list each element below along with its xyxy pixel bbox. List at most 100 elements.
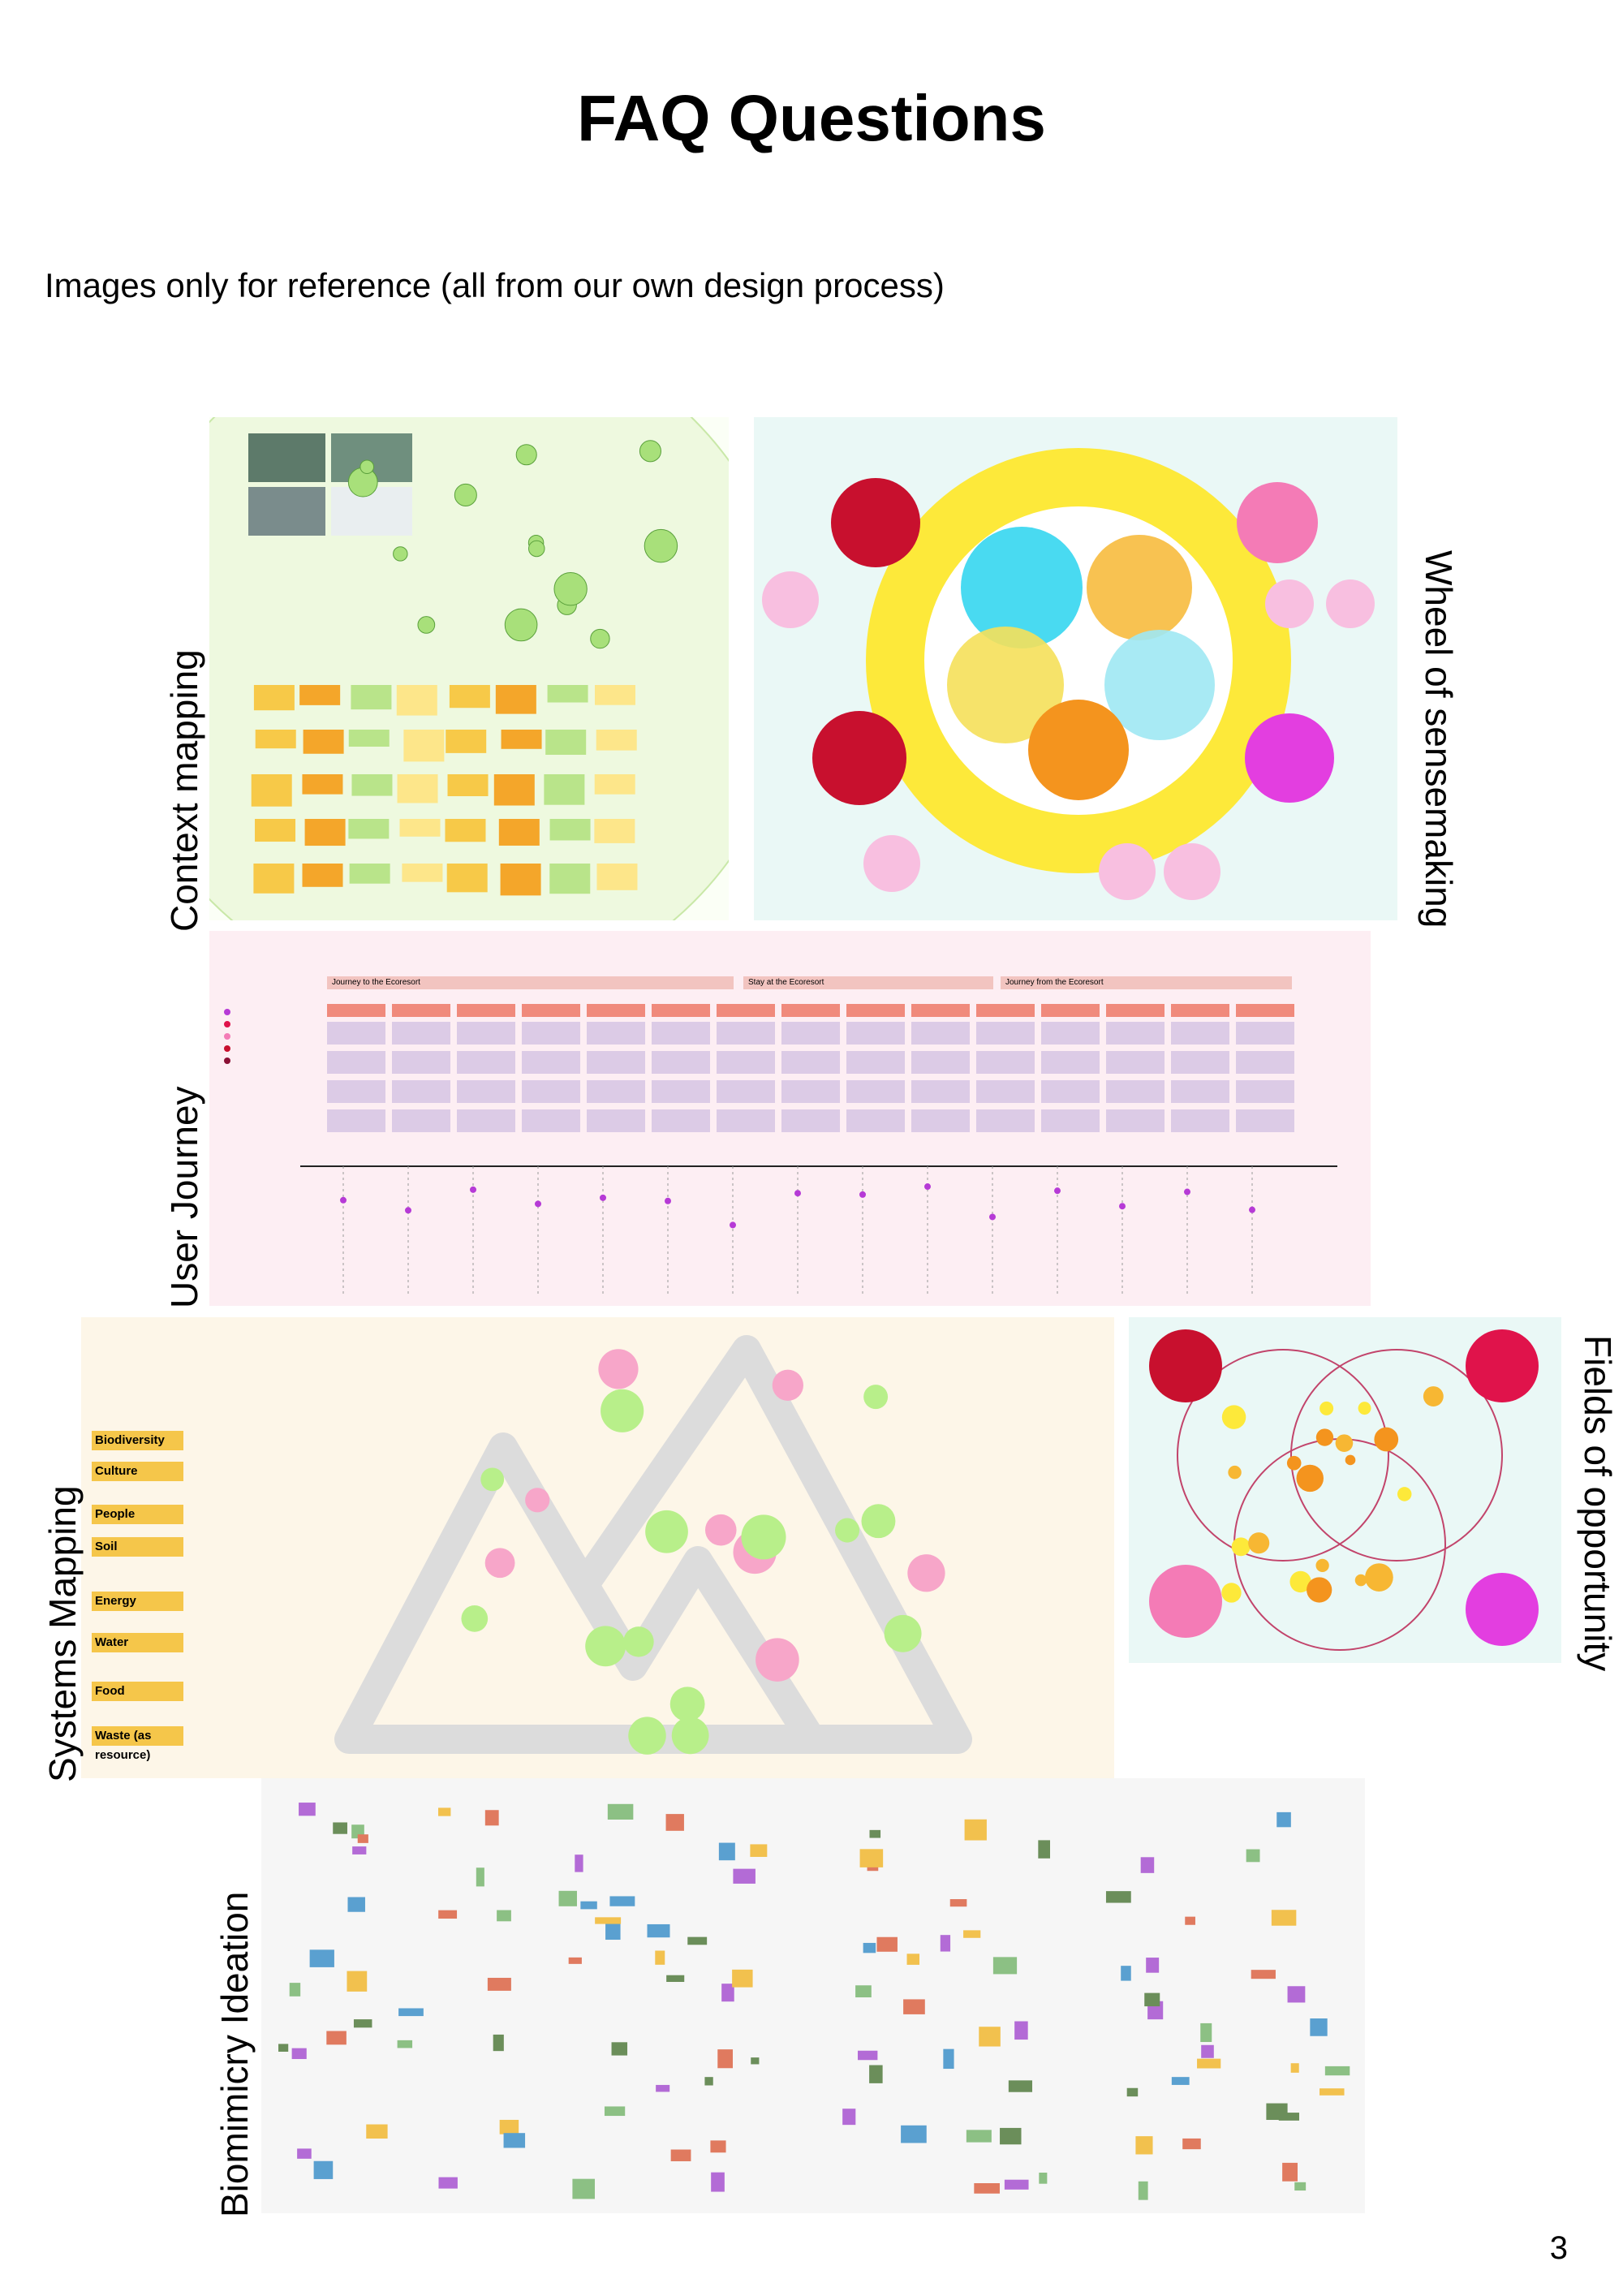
decoration [756,1638,799,1682]
decoration [333,1822,347,1834]
legend-label: Biodiversity [92,1431,183,1450]
decoration [299,1803,316,1816]
decoration [1014,2021,1028,2040]
decoration [1144,1992,1160,2007]
decoration [392,1004,450,1017]
decoration [869,2065,883,2083]
decoration [605,1919,621,1941]
decoration [438,2177,458,2189]
decoration [327,1109,385,1132]
decoration [594,774,635,795]
decoration [1197,2058,1221,2069]
decoration [794,1190,801,1197]
decoration [666,1975,685,1982]
decoration [711,2172,725,2192]
decoration [876,1936,898,1952]
decoration [501,730,542,749]
decoration [1171,1004,1229,1017]
decoration [911,1109,970,1132]
decoration [670,2149,691,2161]
figure-label: Wheel of sensemaking [1418,550,1460,928]
decoration [1008,2080,1033,2092]
decoration [1289,1570,1311,1593]
decoration [859,1191,866,1198]
decoration [457,1080,515,1103]
systems-illustration [334,1335,972,1755]
decoration [1041,1051,1100,1074]
decoration [1041,1004,1100,1017]
decoration [1345,1454,1356,1466]
decoration [392,1080,450,1103]
decoration [587,1022,645,1045]
decoration [1146,1958,1160,1973]
decoration [347,1897,365,1912]
decoration [1251,1970,1276,1979]
decoration [476,1867,484,1887]
decoration [549,819,591,841]
decoration [454,483,477,506]
decoration [522,1080,580,1103]
legend-label: People [92,1505,183,1524]
decoration [1231,1537,1251,1557]
decoration [504,608,538,642]
decoration [1171,1022,1229,1045]
decoration [730,1221,736,1229]
decoration [869,1829,881,1838]
decoration [609,1896,635,1906]
systems-mapping-image: Biodiversity Culture People Soil Energy Water… [81,1317,1114,1778]
decoration [1246,1849,1260,1863]
decoration [1171,1051,1229,1074]
user-journey-image: Journey to the Ecoresort Stay at the Eco… [209,931,1371,1306]
decoration [522,1004,580,1017]
decoration [449,685,490,709]
biomimicry-illustration [278,1803,1350,2200]
decoration [1221,1583,1242,1603]
decoration [940,1935,951,1952]
decoration [484,1548,515,1579]
decoration [309,1949,334,1967]
decoration [924,1183,931,1191]
journey-stage: Stay at the Ecoresort [743,976,993,989]
decoration [1286,1455,1302,1471]
decoration [1374,1427,1399,1452]
decoration [1236,1051,1294,1074]
decoration [575,1854,583,1872]
journey-illustration [224,1004,1337,1296]
decoration [572,2178,595,2199]
decoration [1423,1386,1444,1406]
decoration [1185,1916,1195,1925]
decoration [781,1004,840,1017]
decoration [289,1983,301,1997]
decoration [495,685,536,714]
decoration [299,685,341,705]
decoration [399,819,441,837]
decoration [1135,2136,1153,2155]
decoration [457,1022,515,1045]
decoration [1041,1022,1100,1045]
decoration [717,2049,734,2069]
decoration [781,1022,840,1045]
decoration [547,685,588,703]
decoration [1324,2066,1350,2076]
decoration [604,2106,626,2117]
decoration [522,1022,580,1045]
decoration [1126,2087,1139,2097]
decoration [417,616,436,634]
decoration [470,1186,476,1193]
decoration [718,1842,735,1861]
decoration [493,774,535,806]
decoration [522,1109,580,1132]
decoration [457,1051,515,1074]
decoration [352,1846,367,1854]
decoration [558,1890,577,1906]
decoration [392,1109,450,1132]
decoration [1310,2018,1328,2036]
decoration [568,1957,582,1964]
decoration [1039,2172,1048,2184]
decoration [553,572,588,606]
decoration [601,1389,644,1432]
legend-label: Waste (as resource) [92,1726,183,1762]
decoration [446,730,487,753]
